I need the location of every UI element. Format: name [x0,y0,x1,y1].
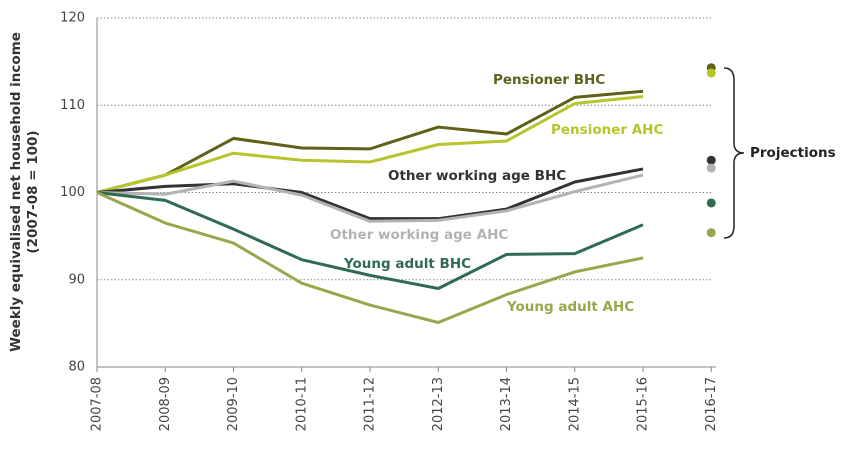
series-line [96,95,644,194]
projection-dot [706,68,716,78]
y-tick-label: 120 [60,11,85,26]
series-label: Pensioner AHC [551,122,663,138]
y-tick-label: 110 [60,98,85,113]
brace [723,67,745,239]
series-label: Young adult AHC [506,299,634,315]
series-line [96,89,644,194]
x-tick-label: 2015-16 [636,377,651,431]
series-label: Young adult BHC [343,256,471,272]
series-line [96,191,644,290]
series-line [96,173,644,223]
projection-dot [706,155,716,165]
x-tick-label: 2014-15 [567,377,582,431]
x-tick-label: 2008-09 [158,377,173,431]
series-line [96,167,644,221]
x-tick-label: 2010-11 [294,377,309,431]
y-tick-label: 100 [60,185,85,200]
projection-dot [706,198,716,208]
y-tick-label: 90 [68,272,85,287]
series-label: Pensioner BHC [493,72,605,88]
series-label: Other working age BHC [388,168,566,184]
x-tick-label: 2013-14 [499,377,514,431]
y-axis-label: Weekly equivalised net household income [8,32,24,352]
projection-dot [706,228,716,238]
x-tick-label: 2012-13 [431,377,446,431]
y-axis-label: (2007-08 = 100) [25,130,41,253]
series-label: Other working age AHC [330,227,508,243]
x-tick-label: 2016-17 [704,377,719,431]
annotation: Projections [750,145,836,161]
x-tick-label: 2009-10 [226,377,241,431]
series-line [96,191,644,325]
projection-dot [706,163,716,173]
x-tick-label: 2007-08 [90,377,105,431]
y-tick-label: 80 [68,360,85,375]
x-tick-label: 2011-12 [363,377,378,431]
